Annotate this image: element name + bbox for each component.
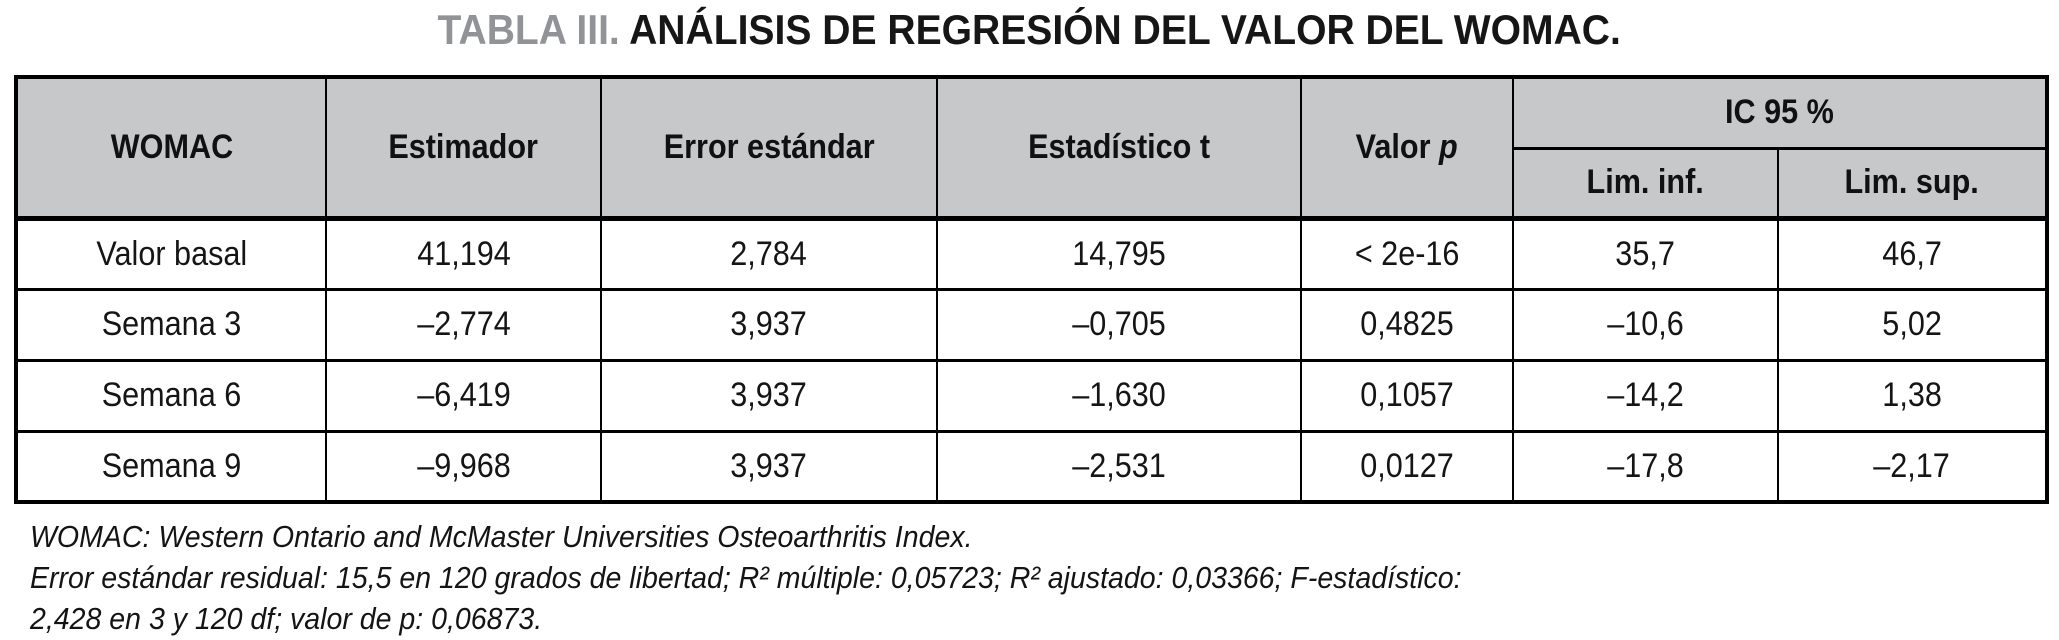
cell-label: Semana 3 bbox=[15, 288, 327, 362]
valor-p-prefix: Valor bbox=[1355, 127, 1440, 166]
cell-label: Valor basal bbox=[15, 215, 327, 291]
table-row-valor-basal: Valor basal 41,194 2,784 14,795 < 2e-16 … bbox=[15, 215, 2049, 291]
cell-lim-sup: 5,02 bbox=[1776, 288, 2049, 362]
cell-estimador: –6,419 bbox=[325, 359, 602, 433]
cell-estadistico-t: –2,531 bbox=[936, 430, 1302, 504]
table-body: Valor basal 41,194 2,784 14,795 < 2e-16 … bbox=[15, 215, 2049, 504]
cell-estimador: 41,194 bbox=[325, 215, 602, 291]
table-row-semana-3: Semana 3 –2,774 3,937 –0,705 0,4825 –10,… bbox=[15, 288, 2049, 362]
column-header-ic95: IC 95 % bbox=[1511, 76, 2049, 150]
cell-label: Semana 9 bbox=[15, 430, 327, 504]
column-header-estimador: Estimador bbox=[325, 76, 602, 221]
cell-estimador: –2,774 bbox=[325, 288, 602, 362]
cell-error-estandar: 3,937 bbox=[600, 288, 938, 362]
cell-lim-inf: 35,7 bbox=[1512, 215, 1779, 291]
table-footnotes: WOMAC: Western Ontario and McMaster Univ… bbox=[30, 516, 1586, 639]
cell-error-estandar: 2,784 bbox=[600, 215, 938, 291]
cell-error-estandar: 3,937 bbox=[600, 430, 938, 504]
cell-valor-p: 0,1057 bbox=[1300, 359, 1514, 433]
column-header-lim-inf: Lim. inf. bbox=[1512, 147, 1779, 221]
cell-estadistico-t: –1,630 bbox=[936, 359, 1302, 433]
cell-lim-inf: –14,2 bbox=[1512, 359, 1779, 433]
column-header-estadistico-t: Estadístico t bbox=[936, 76, 1302, 221]
footnote-residual-stats: Error estándar residual: 15,5 en 120 gra… bbox=[30, 560, 1462, 595]
table-row-semana-9: Semana 9 –9,968 3,937 –2,531 0,0127 –17,… bbox=[15, 430, 2049, 504]
table-row-semana-6: Semana 6 –6,419 3,937 –1,630 0,1057 –14,… bbox=[15, 359, 2049, 433]
table-title-text: ANÁLISIS DE REGRESIÓN DEL VALOR DEL WOMA… bbox=[629, 6, 1622, 53]
cell-lim-inf: –10,6 bbox=[1512, 288, 1779, 362]
table-title-label: TABLA III. bbox=[437, 6, 621, 53]
cell-estadistico-t: 14,795 bbox=[936, 215, 1302, 291]
cell-valor-p: 0,4825 bbox=[1300, 288, 1514, 362]
column-header-womac: WOMAC bbox=[15, 76, 327, 221]
valor-p-symbol: p bbox=[1439, 127, 1459, 166]
footnote-womac-definition: WOMAC: Western Ontario and McMaster Univ… bbox=[30, 519, 973, 554]
cell-estadistico-t: –0,705 bbox=[936, 288, 1302, 362]
column-header-error-estandar: Error estándar bbox=[600, 76, 938, 221]
footnote-f-statistic: 2,428 en 3 y 120 df; valor de p: 0,06873… bbox=[30, 601, 543, 636]
cell-lim-sup: –2,17 bbox=[1776, 430, 2049, 504]
cell-valor-p: 0,0127 bbox=[1300, 430, 1514, 504]
cell-lim-sup: 1,38 bbox=[1776, 359, 2049, 433]
cell-lim-sup: 46,7 bbox=[1776, 215, 2049, 291]
cell-label: Semana 6 bbox=[15, 359, 327, 433]
cell-lim-inf: –17,8 bbox=[1512, 430, 1779, 504]
table-title: TABLA III. ANÁLISIS DE REGRESIÓN DEL VALO… bbox=[0, 4, 2059, 56]
table-title-inner: TABLA III. ANÁLISIS DE REGRESIÓN DEL VALO… bbox=[438, 4, 1621, 56]
cell-error-estandar: 3,937 bbox=[600, 359, 938, 433]
cell-valor-p: < 2e-16 bbox=[1300, 215, 1514, 291]
column-header-lim-sup: Lim. sup. bbox=[1776, 147, 2049, 221]
cell-estimador: –9,968 bbox=[325, 430, 602, 504]
table-header: WOMAC Estimador Error estándar Estadísti… bbox=[15, 76, 2049, 221]
regression-table: WOMAC Estimador Error estándar Estadísti… bbox=[14, 75, 2050, 504]
column-header-valor-p: Valor p bbox=[1300, 76, 1514, 221]
